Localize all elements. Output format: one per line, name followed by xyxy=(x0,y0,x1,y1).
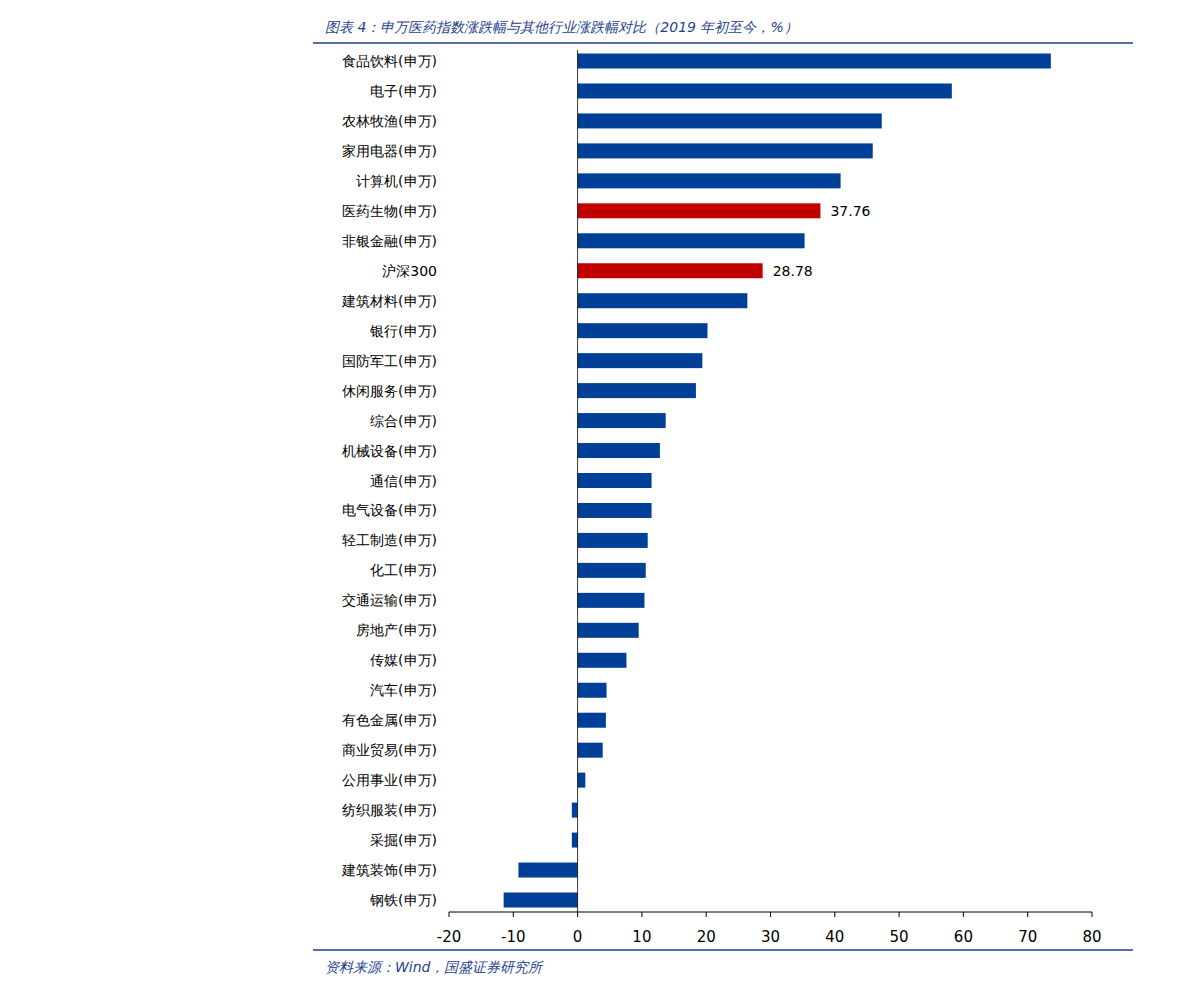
x-tick-label: 50 xyxy=(890,928,909,946)
category-label: 综合(申万) xyxy=(370,413,437,429)
category-label: 非银金融(申万) xyxy=(342,233,437,249)
x-tick xyxy=(1027,912,1028,917)
bar xyxy=(578,113,882,128)
bars xyxy=(504,54,1051,908)
bar xyxy=(578,443,660,458)
bar xyxy=(578,353,703,368)
category-label: 公用事业(申万) xyxy=(342,772,437,788)
x-tick xyxy=(899,912,900,917)
data-label: 37.76 xyxy=(830,203,870,219)
x-tick xyxy=(513,912,514,917)
bar xyxy=(578,503,652,518)
bar xyxy=(578,83,952,98)
x-tick xyxy=(770,912,771,917)
category-label: 建筑材料(申万) xyxy=(341,293,437,309)
x-tick-label: 30 xyxy=(761,928,780,946)
category-label: 电子(申万) xyxy=(370,83,437,99)
category-label: 计算机(申万) xyxy=(356,173,437,189)
category-label: 有色金属(申万) xyxy=(342,712,437,728)
category-label: 采掘(申万) xyxy=(370,832,437,848)
x-tick xyxy=(834,912,835,917)
bar xyxy=(578,773,586,788)
x-tick-label: 0 xyxy=(573,928,583,946)
title-rule xyxy=(313,42,1133,44)
x-tick-label: 20 xyxy=(697,928,716,946)
x-tick-label: 70 xyxy=(1018,928,1037,946)
bar xyxy=(578,473,652,488)
bar xyxy=(578,54,1051,69)
data-label: 28.78 xyxy=(773,263,813,279)
x-tick xyxy=(577,912,578,917)
bar xyxy=(578,173,841,188)
x-tick xyxy=(1092,912,1093,917)
category-label: 建筑装饰(申万) xyxy=(341,862,437,878)
category-label: 商业贸易(申万) xyxy=(342,742,437,758)
bar xyxy=(572,803,578,818)
x-tick-label: -20 xyxy=(437,928,462,946)
x-tick-label: -10 xyxy=(501,928,526,946)
x-tick-label: 60 xyxy=(954,928,973,946)
category-label: 通信(申万) xyxy=(370,473,437,489)
category-label: 化工(申万) xyxy=(370,562,437,578)
category-label: 机械设备(申万) xyxy=(342,443,437,459)
x-tick-label: 40 xyxy=(825,928,844,946)
bar xyxy=(578,263,763,278)
category-label: 医药生物(申万) xyxy=(342,203,437,219)
category-label: 轻工制造(申万) xyxy=(342,532,437,548)
bar xyxy=(578,563,646,578)
bar xyxy=(578,683,607,698)
x-tick xyxy=(963,912,964,917)
bar xyxy=(572,833,578,848)
category-label: 家用电器(申万) xyxy=(342,143,437,159)
zero-line xyxy=(577,50,578,912)
bar xyxy=(578,623,639,638)
category-label: 传媒(申万) xyxy=(370,652,437,668)
category-label: 沪深300 xyxy=(382,263,437,279)
chart: 图表 4：申万医药指数涨跌幅与其他行业涨跌幅对比（2019 年初至今，%） 食品饮… xyxy=(0,0,1191,995)
category-label: 钢铁(申万) xyxy=(369,892,437,908)
bar xyxy=(578,653,627,668)
title: 图表 4：申万医药指数涨跌幅与其他行业涨跌幅对比（2019 年初至今，%） xyxy=(325,19,798,35)
category-label: 农林牧渔(申万) xyxy=(342,113,437,129)
source-rule xyxy=(313,949,1133,951)
category-label: 银行(申万) xyxy=(369,323,437,339)
bar xyxy=(578,533,648,548)
category-label: 纺织服装(申万) xyxy=(342,802,437,818)
bar xyxy=(578,593,645,608)
bar xyxy=(578,713,606,728)
bar xyxy=(578,143,873,158)
source: 资料来源：Wind，国盛证券研究所 xyxy=(325,959,544,975)
x-tick xyxy=(706,912,707,917)
bar xyxy=(578,203,821,218)
category-label: 交通运输(申万) xyxy=(342,592,437,608)
category-label: 国防军工(申万) xyxy=(342,353,437,369)
bar xyxy=(578,323,708,338)
category-label: 汽车(申万) xyxy=(370,682,437,698)
category-label: 房地产(申万) xyxy=(356,622,437,638)
x-tick-label: 80 xyxy=(1082,928,1101,946)
bar xyxy=(578,743,603,758)
x-tick xyxy=(641,912,642,917)
x-tick xyxy=(449,912,450,917)
category-label: 电气设备(申万) xyxy=(342,502,437,518)
bar xyxy=(504,893,578,908)
category-label: 休闲服务(申万) xyxy=(342,383,437,399)
bar xyxy=(578,293,748,308)
bar xyxy=(518,863,577,878)
x-tick-label: 10 xyxy=(632,928,651,946)
bar xyxy=(578,413,666,428)
category-label: 食品饮料(申万) xyxy=(342,53,437,69)
bar xyxy=(578,233,805,248)
bar xyxy=(578,383,696,398)
